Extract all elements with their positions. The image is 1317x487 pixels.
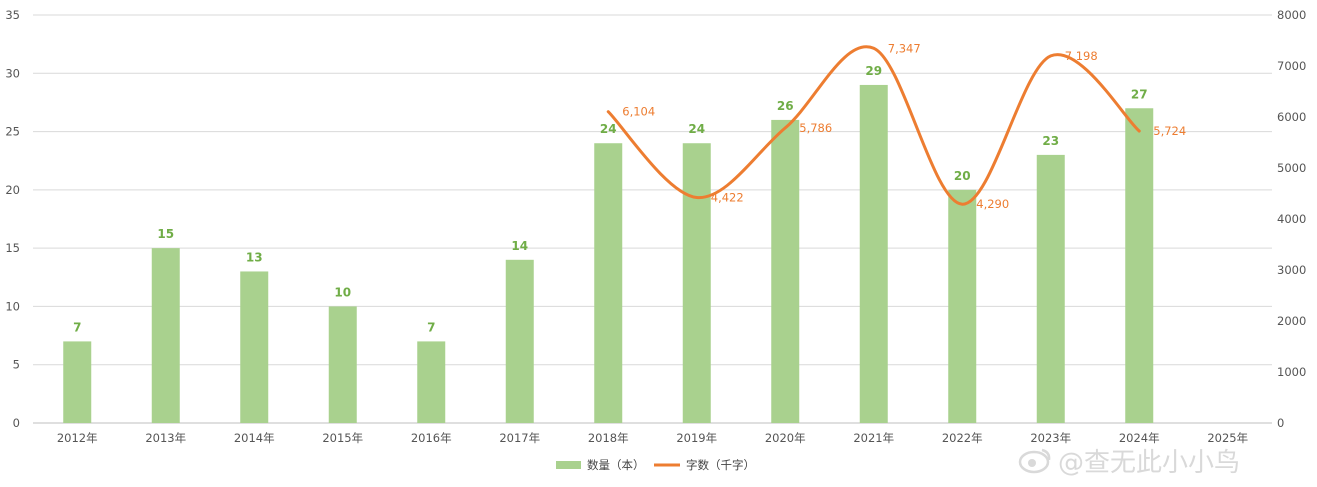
- bar: [417, 341, 446, 423]
- line-data-label: 6,104: [622, 105, 655, 119]
- x-tick-label: 2024年: [1119, 431, 1160, 445]
- watermark-text: @查无此小小鸟: [1058, 448, 1240, 478]
- y-left-tick-label: 20: [5, 183, 20, 197]
- bar: [63, 341, 92, 423]
- x-tick-label: 2013年: [145, 431, 186, 445]
- bar: [505, 259, 534, 423]
- line-data-label: 4,290: [976, 197, 1009, 211]
- y-right-tick-label: 8000: [1277, 8, 1306, 22]
- bar-data-label: 26: [777, 99, 794, 113]
- weibo-icon: [1018, 448, 1051, 474]
- y-left-tick-label: 15: [5, 241, 20, 255]
- bar: [1036, 154, 1065, 423]
- left-y-axis: 0 5 10 15 20 25 30 35: [5, 8, 20, 430]
- line-series: [606, 45, 1141, 206]
- bar: [948, 189, 977, 423]
- bar-series: [63, 84, 1154, 424]
- bar-data-labels: 7 15 13 10 7 14 24 24 26 29 20 23 27: [73, 64, 1148, 334]
- line-data-labels: 6,104 4,422 5,786 7,347 4,290 7,198 5,724: [622, 41, 1186, 211]
- watermark: @查无此小小鸟: [1018, 448, 1240, 478]
- y-left-tick-label: 5: [13, 358, 20, 372]
- bar-data-label: 27: [1131, 87, 1148, 101]
- bar: [328, 306, 357, 423]
- x-tick-label: 2014年: [234, 431, 275, 445]
- right-y-axis: 0 1000 2000 3000 4000 5000 6000 7000 8000: [1277, 8, 1306, 430]
- y-right-tick-label: 2000: [1277, 314, 1306, 328]
- x-tick-label: 2015年: [322, 431, 363, 445]
- line-data-label: 7,198: [1065, 49, 1098, 63]
- line-path: [606, 45, 1141, 206]
- y-right-tick-label: 4000: [1277, 212, 1306, 226]
- bar-data-label: 29: [865, 64, 882, 78]
- bar-data-label: 24: [600, 122, 617, 136]
- y-right-tick-label: 3000: [1277, 263, 1306, 277]
- x-tick-label: 2018年: [588, 431, 629, 445]
- y-left-tick-label: 0: [13, 416, 20, 430]
- x-tick-label: 2021年: [853, 431, 894, 445]
- legend-swatch-bar: [556, 461, 581, 469]
- gridlines: [33, 14, 1272, 424]
- y-left-tick-label: 10: [5, 299, 20, 313]
- line-data-label: 5,724: [1153, 124, 1186, 138]
- y-left-tick-label: 25: [5, 125, 20, 139]
- legend-label-bar: 数量（本）: [587, 458, 645, 472]
- bar-data-label: 13: [246, 250, 263, 264]
- bar: [594, 143, 623, 423]
- bar: [859, 84, 888, 423]
- bar-data-label: 7: [427, 320, 435, 334]
- bar: [1125, 108, 1154, 423]
- x-tick-label: 2016年: [411, 431, 452, 445]
- bar-data-label: 15: [157, 227, 174, 241]
- x-tick-label: 2020年: [765, 431, 806, 445]
- bar: [240, 271, 269, 423]
- bar-data-label: 24: [688, 122, 705, 136]
- bar-data-label: 7: [73, 320, 81, 334]
- y-left-tick-label: 30: [5, 66, 20, 80]
- bar-data-label: 10: [334, 285, 351, 299]
- y-right-tick-label: 5000: [1277, 161, 1306, 175]
- legend-label-line: 字数（千字）: [686, 458, 755, 472]
- line-data-label: 4,422: [711, 190, 744, 204]
- legend: 数量（本） 字数（千字）: [556, 458, 755, 472]
- x-tick-label: 2017年: [499, 431, 540, 445]
- y-right-tick-label: 7000: [1277, 59, 1306, 73]
- bar-data-label: 20: [954, 169, 971, 183]
- x-tick-label: 2012年: [57, 431, 98, 445]
- bar-data-label: 14: [511, 239, 528, 253]
- line-data-label: 7,347: [888, 41, 921, 55]
- y-right-tick-label: 6000: [1277, 110, 1306, 124]
- y-right-tick-label: 1000: [1277, 365, 1306, 379]
- bar-data-label: 23: [1042, 134, 1059, 148]
- x-axis: 2012年 2013年 2014年 2015年 2016年 2017年 2018年 2019年…: [57, 431, 1248, 445]
- bar: [771, 119, 800, 424]
- bar: [151, 248, 180, 423]
- x-tick-label: 2023年: [1030, 431, 1071, 445]
- line-data-label: 5,786: [799, 121, 832, 135]
- y-left-tick-label: 35: [5, 8, 20, 22]
- y-right-tick-label: 0: [1277, 416, 1284, 430]
- bar: [682, 143, 711, 423]
- x-tick-label: 2022年: [942, 431, 983, 445]
- x-tick-label: 2019年: [676, 431, 717, 445]
- x-tick-label: 2025年: [1207, 431, 1248, 445]
